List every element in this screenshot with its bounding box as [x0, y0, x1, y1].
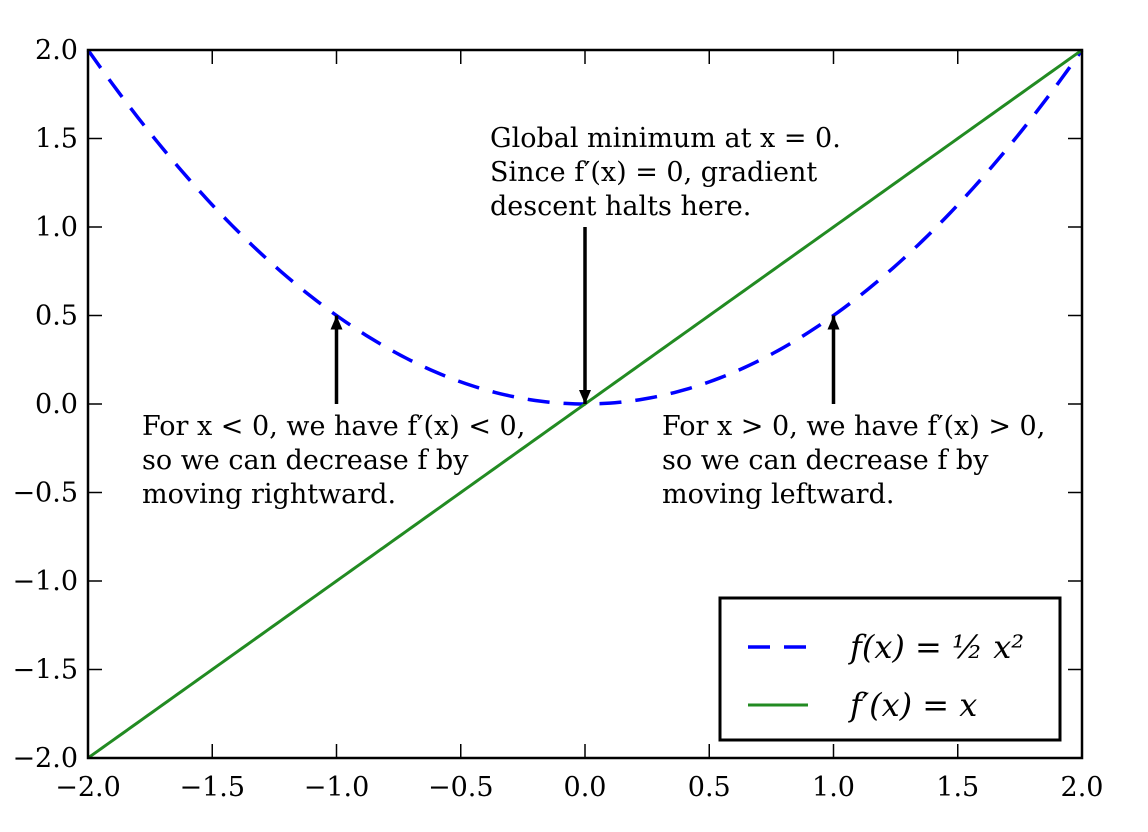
x-tick-label: 0.0	[564, 772, 607, 803]
y-tick-label: −1.0	[12, 566, 78, 597]
x-tick-label: 1.5	[936, 772, 979, 803]
y-tick-label: −2.0	[12, 743, 78, 774]
y-tick-label: 0.5	[35, 301, 78, 332]
legend: f(x) = ½ x² f′(x) = x	[718, 596, 1062, 742]
x-tick-label: 0.5	[688, 772, 731, 803]
annotation-1-line-2: moving rightward.	[142, 479, 396, 510]
y-tick-label: −0.5	[12, 478, 78, 509]
annotation-2-line-0: For x > 0, we have f′(x) > 0,	[662, 411, 1045, 442]
y-tick-label: 1.0	[35, 212, 78, 243]
y-tick-label: −1.5	[12, 655, 78, 686]
annotation-arrowhead-1	[330, 315, 343, 330]
annotation-0-line-0: Global minimum at x = 0.	[490, 123, 841, 154]
annotation-arrowhead-2	[827, 315, 840, 330]
x-tick-label: −0.5	[428, 772, 494, 803]
annotation-1-line-0: For x < 0, we have f′(x) < 0,	[142, 411, 525, 442]
annotation-2-line-1: so we can decrease f by	[662, 445, 989, 476]
annotation-0-line-1: Since f′(x) = 0, gradient	[490, 157, 817, 188]
legend-box	[718, 596, 1062, 742]
annotations-layer: Global minimum at x = 0.Since f′(x) = 0,…	[142, 123, 1045, 510]
ticks-layer: −2.0 −1.5 −1.0 −0.5 0.0 0.5 1.0 1.5 2.0 2.0 1.5 1.0…	[12, 35, 1103, 803]
y-tick-label: 1.5	[35, 124, 78, 155]
y-tick-label: 2.0	[35, 35, 78, 66]
legend-label-1: f′(x) = x	[848, 686, 977, 724]
x-tick-label: 2.0	[1061, 772, 1104, 803]
annotation-1-line-1: so we can decrease f by	[142, 445, 469, 476]
annotation-0-line-2: descent halts here.	[490, 191, 751, 222]
annotation-arrowhead-0	[579, 390, 591, 404]
legend-label-0: f(x) = ½ x²	[848, 628, 1024, 666]
x-tick-label: −1.5	[179, 772, 245, 803]
x-tick-label: −1.0	[304, 772, 370, 803]
y-tick-label: 0.0	[35, 389, 78, 420]
annotation-2-line-2: moving leftward.	[662, 479, 894, 510]
x-tick-label: 1.0	[812, 772, 855, 803]
x-tick-label: −2.0	[55, 772, 121, 803]
